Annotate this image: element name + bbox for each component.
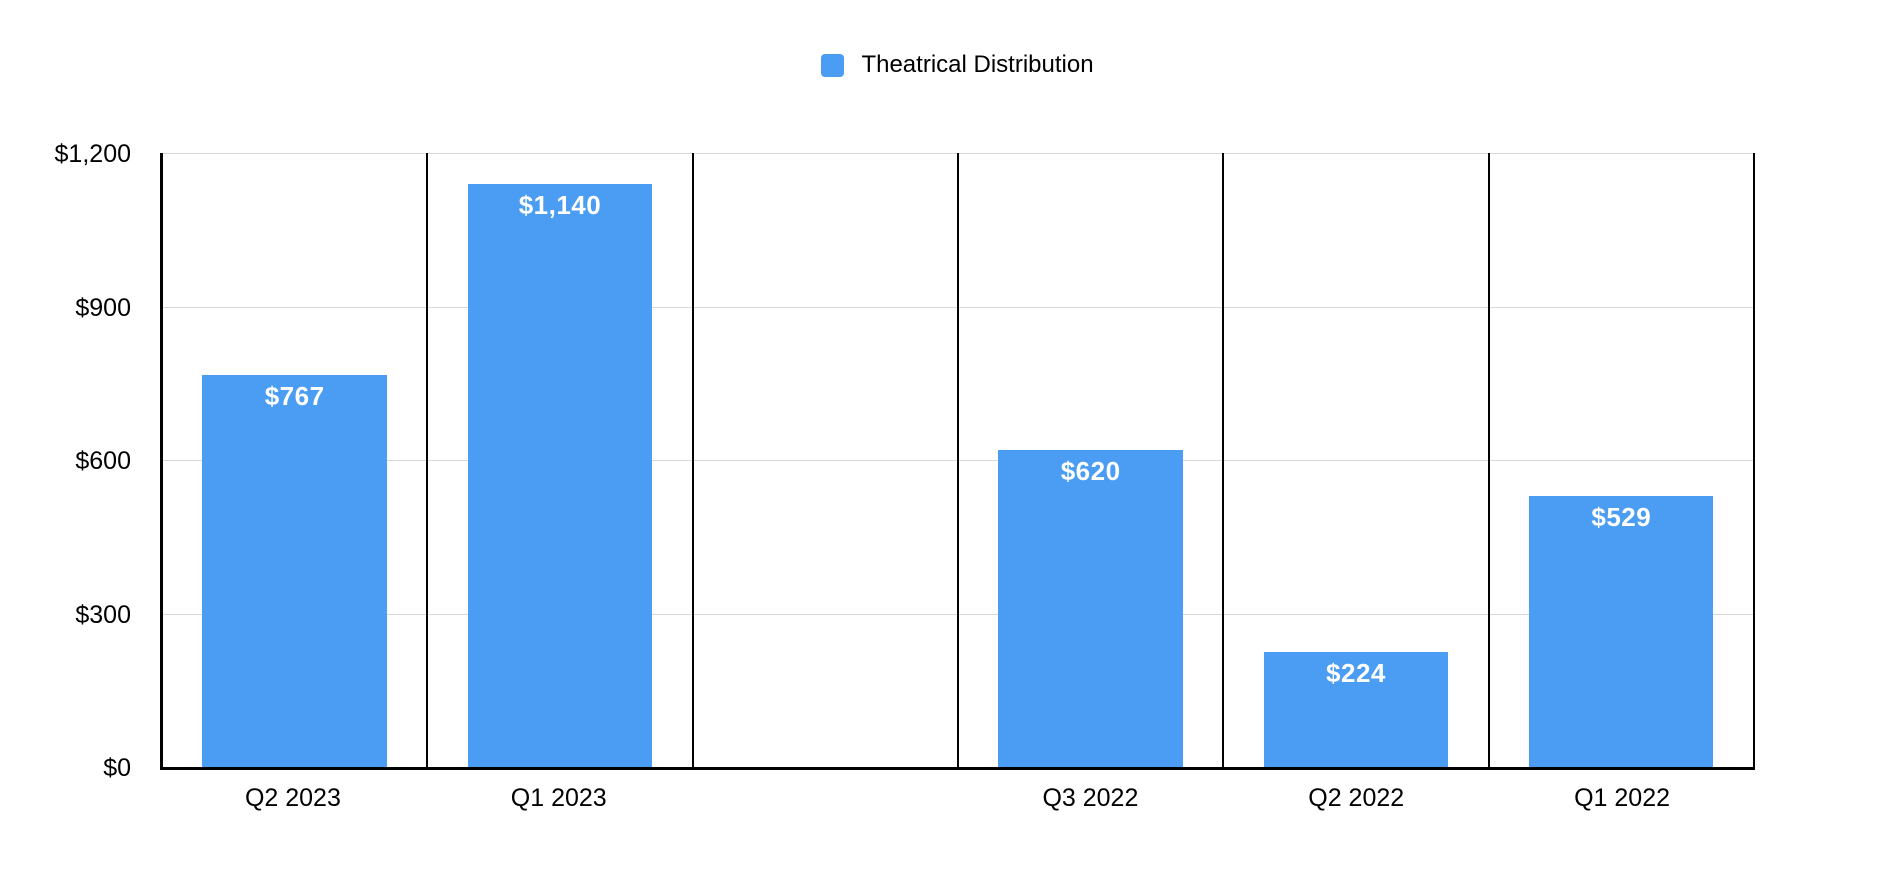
bar: $620 xyxy=(998,449,1183,767)
y-tick-label: $0 xyxy=(103,754,131,782)
x-tick-label: Q2 2023 xyxy=(244,784,341,812)
chart-legend: Theatrical Distribution xyxy=(160,50,1755,80)
x-tick-label: Q2 2022 xyxy=(1308,784,1405,812)
bar-value-label: $529 xyxy=(1591,502,1652,533)
x-tick-label xyxy=(692,782,958,814)
legend-label: Theatrical Distribution xyxy=(861,51,1094,78)
category-panel: $620 xyxy=(959,153,1225,767)
grid-line xyxy=(163,460,1755,461)
bar-value-label: $224 xyxy=(1326,658,1386,689)
y-tick-label: $1,200 xyxy=(54,140,131,168)
bar: $529 xyxy=(1529,496,1714,767)
category-panel xyxy=(694,153,959,767)
y-tick-label: $600 xyxy=(75,447,131,475)
plot-area: $767 $1,140 $620 $224 $529 xyxy=(160,153,1755,770)
category-panel: $224 xyxy=(1224,153,1490,767)
grid-line xyxy=(163,306,1755,308)
x-axis-labels: Q2 2023 Q1 2023 Q3 2022 Q2 2022 Q1 2022 xyxy=(160,782,1755,814)
bar: $767 xyxy=(202,374,387,767)
grid-line xyxy=(163,613,1755,615)
x-tick-label: Q1 2022 xyxy=(1574,784,1671,812)
bar-value-label: $620 xyxy=(1060,455,1121,486)
category-panel: $767 xyxy=(163,153,429,767)
x-tick-label: Q1 2023 xyxy=(510,784,607,812)
y-tick-label: $300 xyxy=(75,600,131,629)
y-tick-label: $900 xyxy=(75,293,131,322)
bar: $224 xyxy=(1263,652,1449,767)
x-tick-label: Q3 2022 xyxy=(1042,784,1139,812)
category-panel: $529 xyxy=(1490,153,1755,767)
y-axis-labels: $1,200 $900 $600 $300 $0 xyxy=(0,0,131,884)
bar-value-label: $767 xyxy=(264,380,325,411)
legend-color-swatch xyxy=(821,53,845,77)
bar-value-label: $1,140 xyxy=(518,189,602,220)
grid-line xyxy=(163,153,1755,154)
category-panel: $1,140 xyxy=(428,153,694,767)
bar: $1,140 xyxy=(467,183,653,767)
